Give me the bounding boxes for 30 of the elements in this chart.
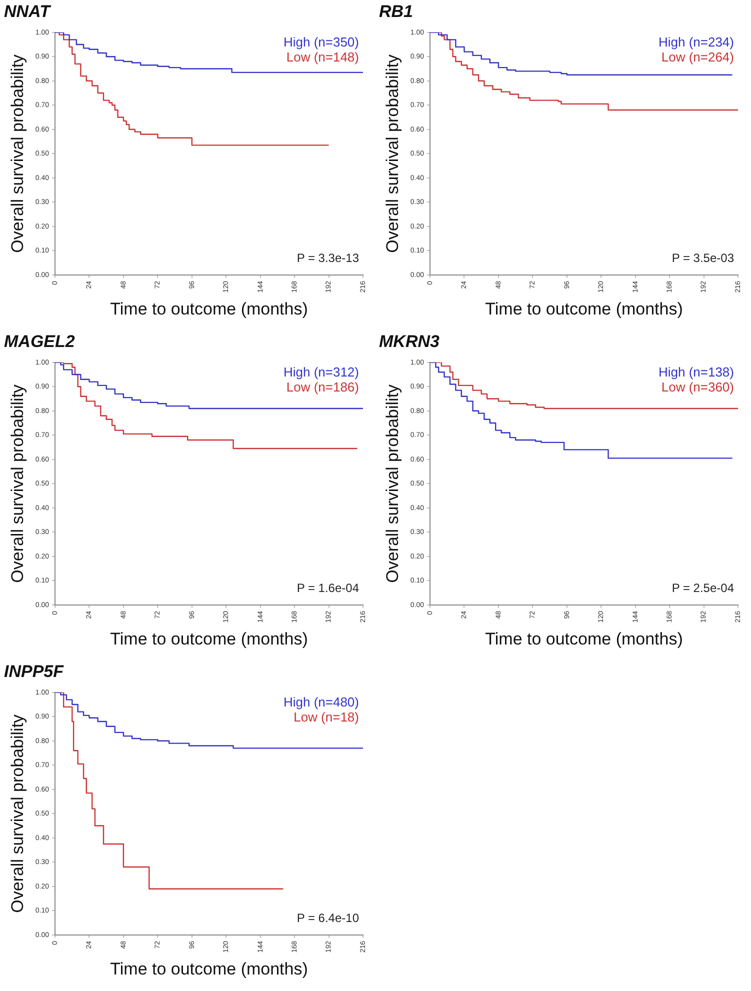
y-axis-title: Overall survival probability xyxy=(382,384,402,583)
annotation: P = 2.5e-04 xyxy=(672,581,734,596)
y-axis-title: Overall survival probability xyxy=(382,54,402,253)
text: Low (n=148) xyxy=(286,49,359,64)
chart-title: INPP5F xyxy=(4,662,64,681)
x-axis-title: Time to outcome (months) xyxy=(110,629,308,648)
series-label: Low (n=360) xyxy=(661,379,734,394)
text: High (n=312) xyxy=(283,364,359,380)
text: Low (n=186) xyxy=(286,379,359,394)
text: Low (n=18) xyxy=(294,709,359,724)
series-label: High (n=234) xyxy=(658,34,734,50)
chart-title: RB1 xyxy=(379,2,414,21)
text: Low (n=264) xyxy=(661,49,734,64)
y-axis-title: Overall survival probability xyxy=(8,384,27,583)
text: High (n=138) xyxy=(658,364,734,380)
y-axis-title: Overall survival probability xyxy=(8,714,27,913)
y-axis-title: Overall survival probability xyxy=(8,54,27,253)
annotation: P = 1.6e-04 xyxy=(296,581,360,596)
text: High (n=480) xyxy=(283,694,359,710)
annotation: P = 3.3e-13 xyxy=(296,251,360,266)
series-label: High (n=350) xyxy=(283,34,359,50)
chart-title: MKRN3 xyxy=(379,332,440,351)
chart-title: NNAT xyxy=(4,2,52,21)
x-axis-title: Time to outcome (months) xyxy=(485,299,683,318)
x-axis-title: Time to outcome (months) xyxy=(110,959,308,978)
annotation: P = 3.5e-03 xyxy=(672,251,734,266)
annotation: P = 6.4e-10 xyxy=(296,911,360,926)
x-axis-title: Time to outcome (months) xyxy=(110,299,308,318)
x-axis-title: Time to outcome (months) xyxy=(485,629,683,648)
chart-title: MAGEL2 xyxy=(4,332,76,351)
